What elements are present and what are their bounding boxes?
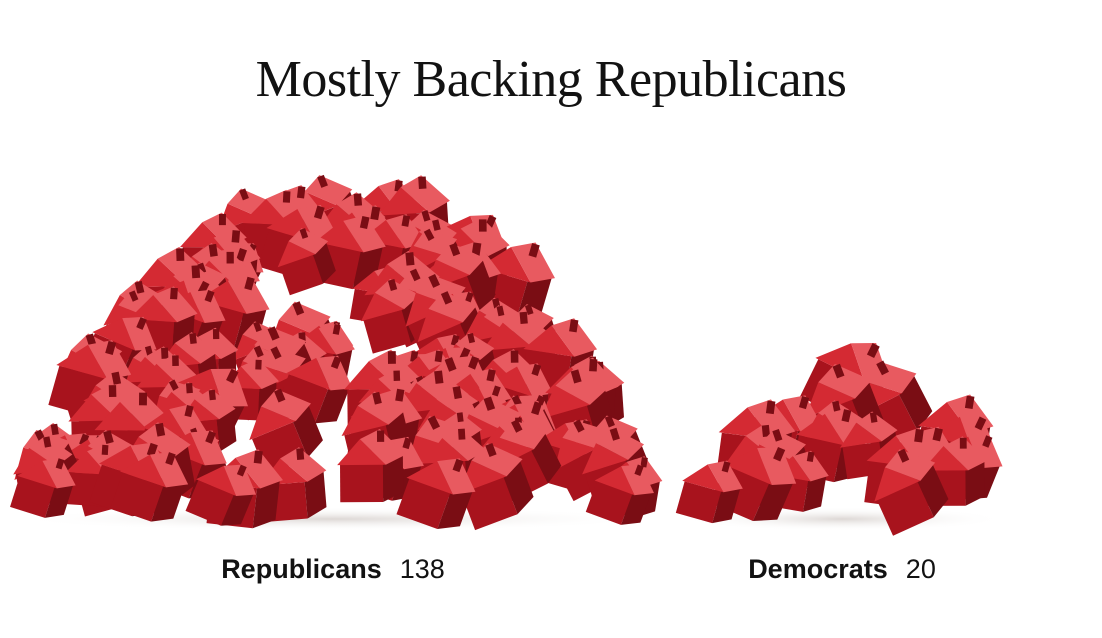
value-label-republicans: 138 xyxy=(400,554,445,584)
house-mark xyxy=(675,460,743,524)
value-label-democrats: 20 xyxy=(906,554,936,584)
house-mark xyxy=(396,458,476,529)
house-pile-republicans xyxy=(10,174,663,531)
house-mark xyxy=(110,451,189,522)
house-mark xyxy=(874,448,949,536)
house-pile-democrats xyxy=(675,343,1003,536)
house-mark xyxy=(585,464,654,525)
chart-title: Mostly Backing Republicans xyxy=(255,51,847,108)
house-mark xyxy=(185,464,257,526)
category-label-democrats: Democrats xyxy=(748,554,888,584)
house-mark xyxy=(921,436,988,506)
house-mark xyxy=(10,457,76,518)
house-mark xyxy=(337,429,406,503)
house-mark xyxy=(277,228,336,296)
house-mark xyxy=(709,446,797,522)
piles-layer xyxy=(9,174,1006,536)
labels-layer: Republicans 138 Democrats 20 xyxy=(221,554,936,584)
category-label-republicans: Republicans xyxy=(221,554,382,584)
